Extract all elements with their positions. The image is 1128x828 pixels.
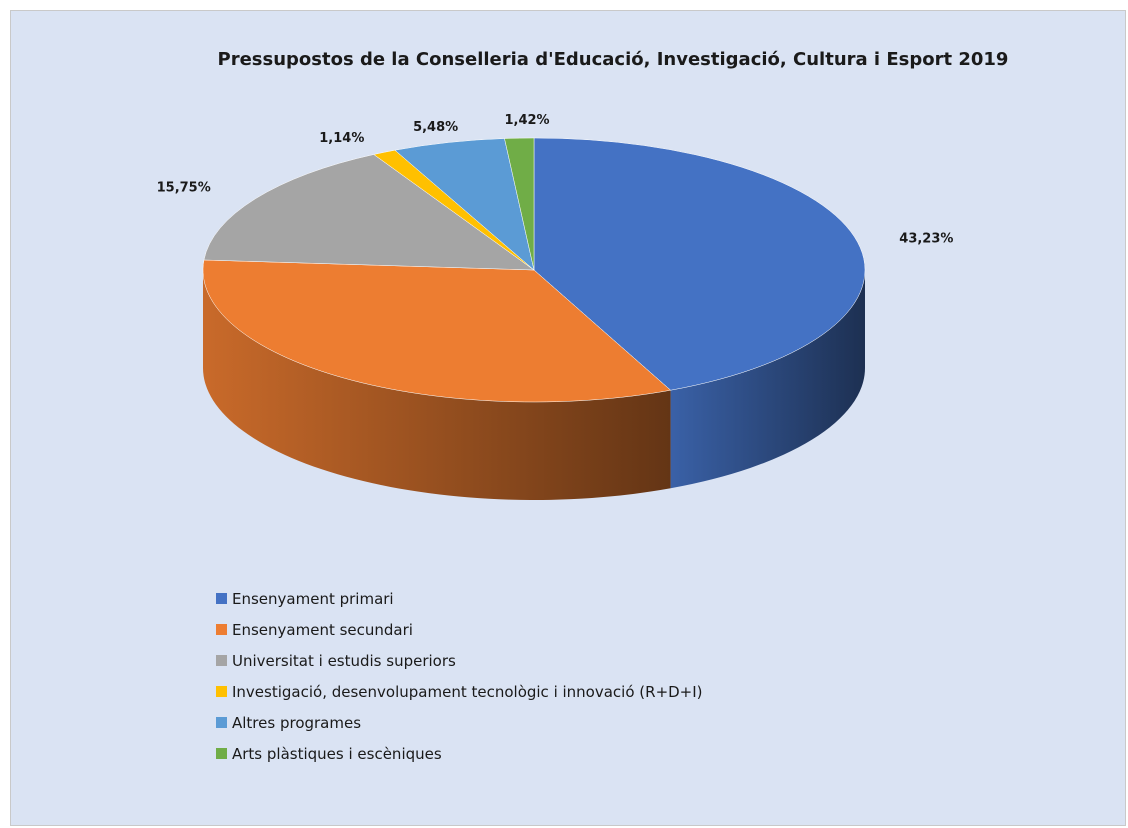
legend-label: Altres programes	[232, 713, 362, 732]
legend-item: Arts plàstiques i escèniques	[216, 738, 703, 769]
legend-swatch	[216, 717, 227, 728]
legend-swatch	[216, 686, 227, 697]
legend-label: Ensenyament secundari	[232, 620, 413, 639]
legend-item: Universitat i estudis superiors	[216, 645, 703, 676]
legend-item: Ensenyament primari	[216, 583, 703, 614]
legend-item: Altres programes	[216, 707, 703, 738]
legend-label: Investigació, desenvolupament tecnològic…	[232, 682, 703, 701]
legend-swatch	[216, 624, 227, 635]
legend-swatch	[216, 748, 227, 759]
legend-label: Arts plàstiques i escèniques	[232, 744, 442, 763]
chart-title: Pressupostos de la Conselleria d'Educaci…	[217, 49, 1009, 70]
pie-labels: 43,23%32,98%15,75%1,14%5,48%1,42%	[157, 113, 954, 246]
pie-slice-5	[504, 137, 535, 271]
pie-side-1	[203, 270, 671, 501]
legend: Ensenyament primari Ensenyament secundari…	[216, 583, 703, 769]
pie-side-0	[670, 270, 866, 489]
pie-slice-2	[203, 154, 535, 271]
legend-item: Investigació, desenvolupament tecnològic…	[216, 676, 703, 707]
legend-item: Ensenyament secundari	[216, 614, 703, 645]
pie-slice-1	[202, 259, 672, 403]
data-label-2: 15,75%	[157, 180, 211, 195]
data-label-3: 1,14%	[319, 131, 364, 146]
data-label-5: 1,42%	[504, 113, 549, 128]
legend-swatch	[216, 593, 227, 604]
pie-sides	[203, 270, 866, 501]
data-label-4: 5,48%	[413, 120, 458, 135]
legend-label: Universitat i estudis superiors	[232, 651, 456, 670]
chart-area: Pressupostos de la Conselleria d'Educaci…	[10, 10, 1126, 826]
data-label-0: 43,23%	[899, 231, 953, 246]
pie-slice-0	[533, 137, 866, 391]
pie-chart: 43,23%32,98%15,75%1,14%5,48%1,42%	[157, 113, 954, 501]
pie-top	[202, 137, 866, 403]
legend-label: Ensenyament primari	[232, 589, 394, 608]
legend-swatch	[216, 655, 227, 666]
